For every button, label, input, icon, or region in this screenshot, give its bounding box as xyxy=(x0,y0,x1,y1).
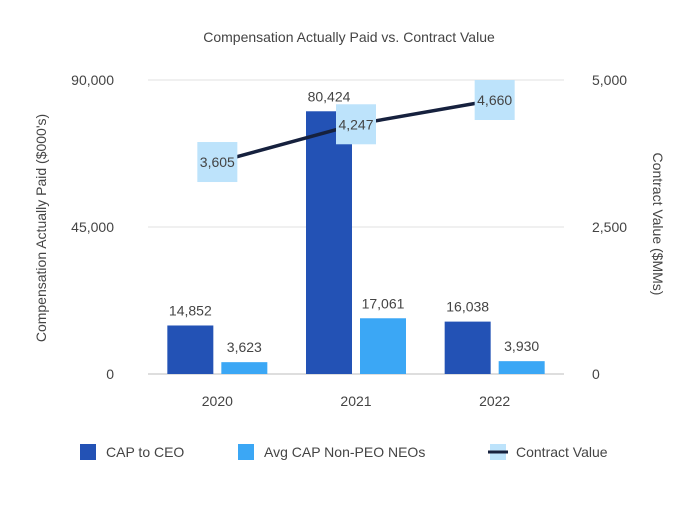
bar-cap-non-peo-2020 xyxy=(221,362,268,374)
line-data-label: 4,247 xyxy=(338,116,373,132)
bars: 14,852 80,424 16,038 3,623 17,061 3,930 xyxy=(167,88,545,374)
bar-cap-non-peo-2021 xyxy=(360,318,406,374)
bar-cap-ceo-2022 xyxy=(444,321,491,374)
contract-value-line: 3,605 4,247 4,660 xyxy=(197,79,515,183)
x-tick-label: 2022 xyxy=(479,393,510,409)
y2-axis-label: Contract Value ($MMs) xyxy=(650,153,666,296)
y-tick-label: 90,000 xyxy=(71,72,114,88)
legend-label: CAP to CEO xyxy=(106,444,184,460)
contract-value-marker-2022 xyxy=(474,79,515,120)
legend-label: Contract Value xyxy=(516,444,608,460)
x-axis-ticks: 2020 2021 2022 xyxy=(202,393,511,409)
contract-value-marker-2020 xyxy=(197,142,238,183)
y-tick-label: 45,000 xyxy=(71,219,114,235)
y2-tick-label: 5,000 xyxy=(592,72,627,88)
bar-data-label: 80,424 xyxy=(308,88,351,104)
y-tick-label: 0 xyxy=(106,366,114,382)
bar-data-label: 16,038 xyxy=(446,299,489,315)
x-tick-label: 2020 xyxy=(202,393,233,409)
legend-label: Avg CAP Non-PEO NEOs xyxy=(264,444,425,460)
bar-cap-ceo-2020 xyxy=(167,325,214,374)
legend: CAP to CEO Avg CAP Non-PEO NEOs Contract V… xyxy=(80,444,608,460)
y-axis-ticks: 0 45,000 90,000 xyxy=(71,72,114,382)
y2-tick-label: 2,500 xyxy=(592,219,627,235)
x-tick-label: 2021 xyxy=(340,393,371,409)
bar-data-label: 3,623 xyxy=(227,339,262,355)
bar-cap-non-peo-2022 xyxy=(498,361,545,374)
y-axis-label: Compensation Actually Paid ($000's) xyxy=(33,114,49,342)
bar-data-label: 17,061 xyxy=(362,295,405,311)
contract-value-marker-2021 xyxy=(336,104,376,145)
line-data-label: 3,605 xyxy=(200,154,235,170)
legend-swatch xyxy=(80,444,96,460)
legend-swatch xyxy=(238,444,254,460)
line-data-label: 4,660 xyxy=(477,92,512,108)
bar-data-label: 3,930 xyxy=(504,338,539,354)
bar-data-label: 14,852 xyxy=(169,302,212,318)
bar-cap-ceo-2021 xyxy=(306,111,352,374)
y2-axis-ticks: 0 2,500 5,000 xyxy=(592,72,627,382)
y2-tick-label: 0 xyxy=(592,366,600,382)
chart-title: Compensation Actually Paid vs. Contract … xyxy=(203,29,495,45)
